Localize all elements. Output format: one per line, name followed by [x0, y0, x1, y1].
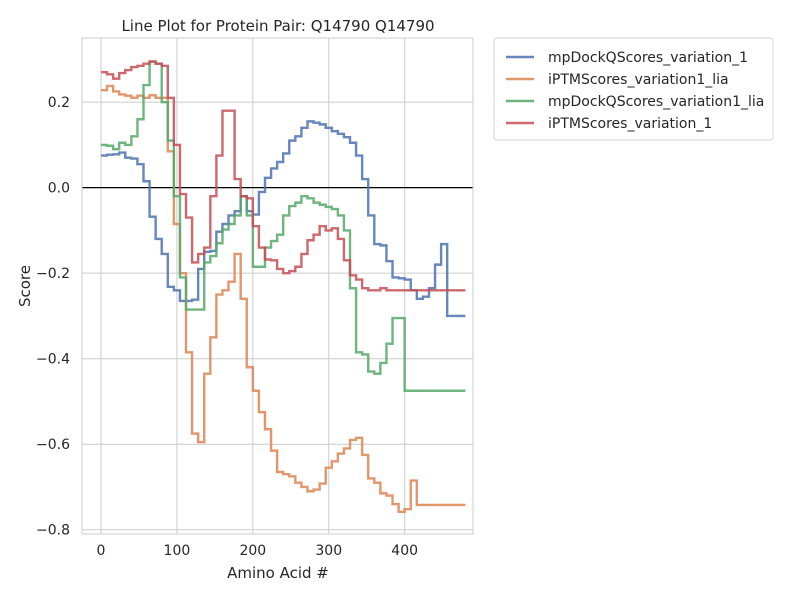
- tick-labels: 0 100 200 300 400 −0.8 −0.6 −0.4 −0.2 0.0 0.2: [36, 95, 418, 559]
- y-tick-label: −0.8: [36, 523, 70, 539]
- y-tick-label: 0.2: [48, 95, 70, 111]
- series-line-2: [100, 84, 466, 513]
- x-tick-label: 0: [97, 543, 106, 559]
- y-tick-label: −0.2: [36, 266, 70, 282]
- y-axis-label: Score: [16, 265, 34, 307]
- x-tick-label: 200: [239, 543, 266, 559]
- legend-label-4: iPTMScores_variation_1: [548, 116, 712, 132]
- y-tick-label: 0.0: [48, 181, 70, 197]
- y-tick-label: −0.4: [36, 352, 70, 368]
- legend-box: [493, 37, 774, 141]
- legend-label-3: mpDockQScores_variation1_lia: [548, 94, 764, 110]
- legend-label-1: mpDockQScores_variation_1: [548, 50, 748, 66]
- legend-label-2: iPTMScores_variation1_lia: [548, 72, 729, 88]
- x-tick-label: 400: [391, 543, 418, 559]
- x-tick-label: 300: [315, 543, 342, 559]
- plot-frame: [81, 37, 474, 535]
- legend: mpDockQScores_variation_1 iPTMScores_vari…: [493, 37, 774, 141]
- series-line-1: [100, 120, 466, 318]
- x-axis-label: Amino Acid #: [227, 564, 329, 582]
- chart-title: Line Plot for Protein Pair: Q14790 Q1479…: [121, 17, 434, 35]
- series-line-4: [100, 60, 466, 292]
- x-tick-label: 100: [164, 543, 191, 559]
- y-tick-label: −0.6: [36, 437, 70, 453]
- series-layer: [100, 60, 466, 513]
